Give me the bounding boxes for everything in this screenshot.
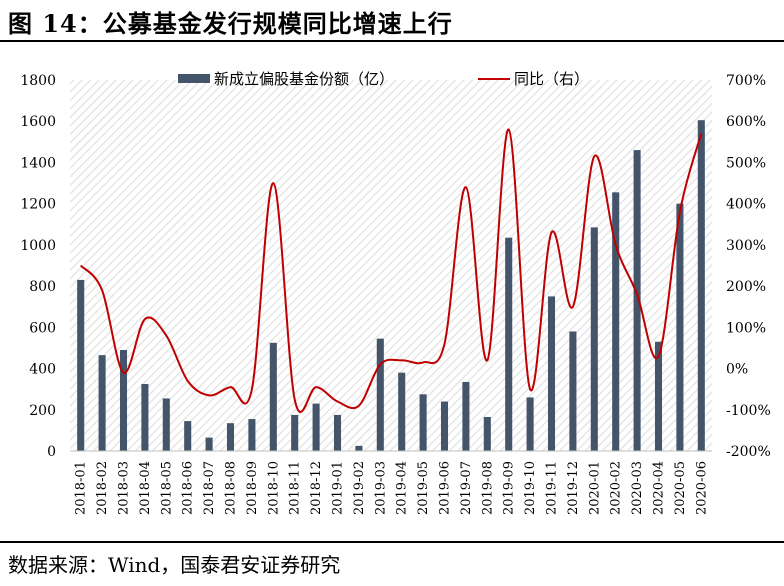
bar [612, 192, 620, 451]
legend-line-label: 同比（右） [514, 70, 589, 88]
plot-background [70, 80, 712, 451]
right-tick-label: 400% [726, 197, 766, 213]
right-tick-label: 100% [726, 320, 766, 336]
x-tick-label: 2018-07 [202, 461, 217, 515]
bar [483, 416, 491, 451]
x-tick-label: 2019-02 [352, 461, 367, 515]
source-note: 数据来源：Wind，国泰君安证券研究 [8, 553, 341, 577]
x-tick-label: 2020-02 [609, 461, 624, 515]
right-tick-label: 200% [726, 279, 766, 295]
bottom-rule [0, 541, 784, 543]
chart-title: 图 14：公募基金发行规模同比增速上行 [8, 9, 453, 38]
right-tick-label: -200% [726, 444, 771, 460]
x-tick-label: 2019-12 [566, 461, 581, 515]
bar [205, 437, 213, 451]
right-tick-label: 0% [726, 362, 748, 378]
x-tick-label: 2018-04 [138, 461, 153, 515]
left-tick-label: 1000 [20, 238, 56, 254]
x-tick-label: 2019-11 [545, 461, 560, 515]
right-tick-label: -100% [726, 403, 771, 419]
left-tick-label: 1200 [20, 197, 56, 213]
bar [440, 401, 449, 451]
left-tick-label: 800 [29, 279, 56, 295]
bar [676, 203, 684, 451]
x-tick-label: 2018-03 [117, 461, 132, 515]
x-tick-label: 2020-06 [694, 461, 709, 515]
left-tick-label: 1800 [20, 73, 56, 89]
x-tick-label: 2019-04 [395, 461, 410, 515]
x-tick-label: 2019-03 [373, 461, 388, 515]
legend: 新成立偏股基金份额（亿） 同比（右） [178, 70, 589, 88]
left-tick-label: 0 [47, 444, 56, 460]
bar [633, 150, 641, 452]
x-tick-label: 2019-01 [331, 461, 346, 515]
x-tick-label: 2019-07 [459, 461, 474, 515]
bar [569, 331, 577, 451]
right-tick-label: 700% [726, 73, 766, 89]
x-tick-label: 2018-06 [181, 461, 196, 515]
bar [269, 342, 277, 451]
bar [119, 350, 128, 451]
x-tick-label: 2018-02 [95, 461, 110, 515]
legend-bar-swatch [178, 74, 210, 83]
x-tick-label: 2019-08 [480, 461, 495, 515]
bar [376, 338, 384, 451]
yoy-line [79, 128, 703, 413]
x-axis-ticks: 2018-01 2018-02 2018-03 2018-04 2018-05 2018-… [74, 461, 710, 515]
x-tick-label: 2018-05 [159, 461, 174, 515]
x-tick-label: 2019-10 [523, 461, 538, 515]
bar [505, 237, 513, 451]
bar [547, 296, 556, 451]
bar [462, 381, 470, 451]
x-tick-label: 2018-01 [74, 461, 89, 515]
top-rule [0, 40, 784, 42]
left-tick-label: 600 [29, 320, 56, 336]
bar [333, 414, 342, 451]
bar [291, 414, 299, 451]
bar-series [77, 120, 705, 452]
bar [248, 419, 256, 451]
x-tick-label: 2020-01 [587, 461, 602, 515]
bar [355, 445, 363, 451]
bar [526, 397, 534, 451]
bar [398, 372, 406, 451]
left-tick-label: 400 [29, 362, 56, 378]
bar [312, 403, 320, 451]
bar [141, 384, 149, 451]
right-tick-label: 600% [726, 114, 766, 130]
bar [184, 421, 192, 451]
left-tick-label: 1400 [20, 155, 56, 171]
bar [98, 355, 106, 451]
right-tick-label: 300% [726, 238, 766, 254]
left-axis-ticks: 1800 1600 1400 1200 1000 800 600 400 200 0 [20, 73, 56, 460]
x-tick-label: 2019-05 [416, 461, 431, 515]
x-tick-label: 2018-12 [309, 461, 324, 515]
bar [419, 394, 427, 451]
bar [226, 423, 235, 451]
bar [697, 120, 705, 452]
x-tick-label: 2018-08 [224, 461, 239, 515]
bar [162, 398, 170, 451]
right-axis-ticks: 700% 600% 500% 400% 300% 200% 100% 0% -100% -200% [726, 73, 771, 460]
left-tick-label: 200 [29, 403, 56, 419]
x-tick-label: 2018-11 [288, 461, 303, 515]
x-tick-label: 2020-03 [630, 461, 645, 515]
left-tick-label: 1600 [20, 114, 56, 130]
x-tick-label: 2019-06 [438, 461, 453, 515]
right-tick-label: 500% [726, 155, 766, 171]
x-tick-label: 2020-04 [652, 461, 667, 515]
x-tick-label: 2018-09 [245, 461, 260, 515]
legend-bar-label: 新成立偏股基金份额（亿） [214, 70, 394, 88]
bar [77, 279, 85, 451]
x-tick-label: 2019-09 [502, 461, 517, 515]
x-tick-label: 2020-05 [673, 461, 688, 515]
bar [654, 341, 663, 451]
bar [590, 227, 598, 451]
x-tick-label: 2018-10 [266, 461, 281, 515]
